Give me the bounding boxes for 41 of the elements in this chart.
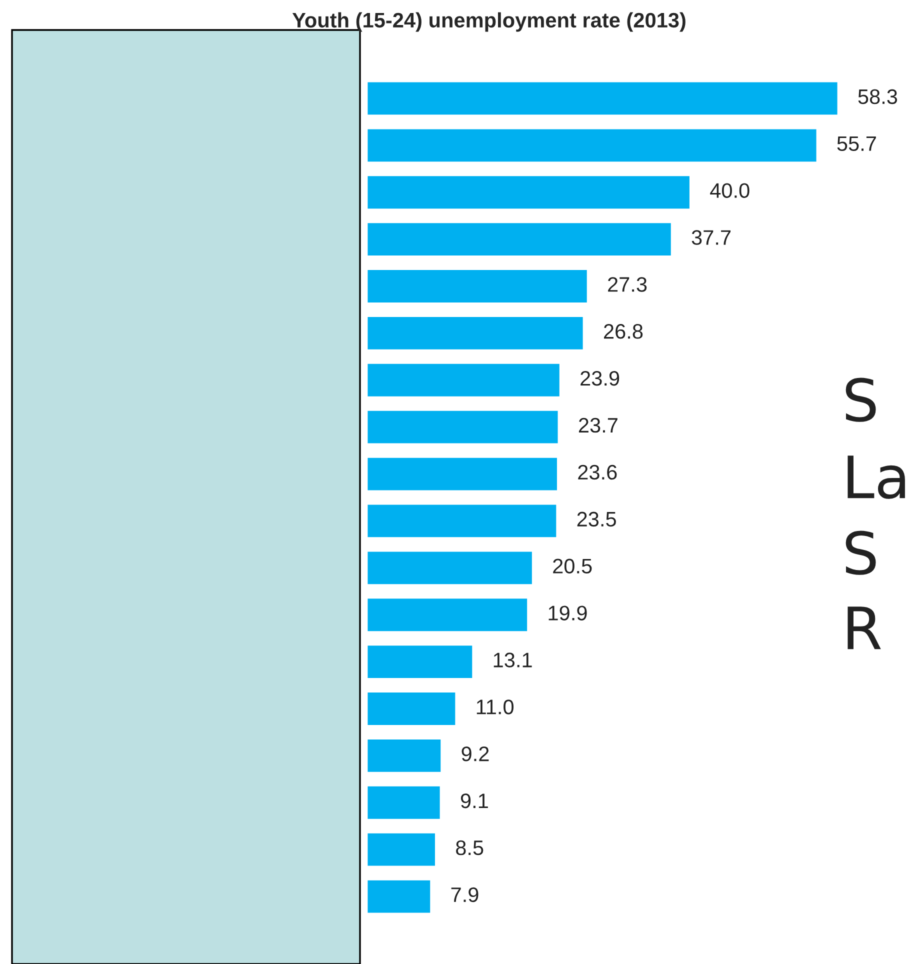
data-label: 11.0 <box>476 700 514 714</box>
bar <box>367 691 457 726</box>
data-label: 23.6 <box>578 464 617 480</box>
data-label: 7.9 <box>451 887 478 902</box>
bar <box>367 409 560 445</box>
bar <box>367 785 442 820</box>
bar <box>367 362 561 398</box>
data-label: 9.1 <box>460 793 488 808</box>
text: R <box>848 606 881 650</box>
bar <box>367 174 691 210</box>
bar <box>367 597 528 632</box>
data-label: 37.7 <box>692 230 731 245</box>
bar <box>367 878 432 914</box>
data-label: 55.7 <box>837 136 876 152</box>
data-label: 27.3 <box>608 277 647 292</box>
data-label: 9.2 <box>462 746 489 762</box>
data-label: 58.3 <box>858 89 898 104</box>
text: La <box>848 456 905 499</box>
bar <box>367 550 534 586</box>
bar <box>367 456 558 492</box>
data-label: 23.9 <box>580 370 620 386</box>
data-label: 19.9 <box>548 606 587 620</box>
data-label: 23.5 <box>577 512 616 527</box>
bar <box>367 316 584 351</box>
data-label: 8.5 <box>456 840 484 856</box>
bar <box>367 80 838 116</box>
text: S <box>846 530 876 575</box>
chart-title: Youth (15-24) unemployment rate (2013) <box>292 12 686 32</box>
data-label: 26.8 <box>604 324 643 339</box>
bar <box>367 222 672 257</box>
bar <box>367 503 558 539</box>
bar <box>367 738 442 774</box>
data-label: 13.1 <box>494 652 532 668</box>
data-label: 23.7 <box>578 418 618 433</box>
data-label: 20.5 <box>553 558 592 574</box>
text: S <box>846 378 876 422</box>
data-label: 40.0 <box>710 183 750 198</box>
bar <box>367 268 588 304</box>
bar <box>367 128 818 164</box>
bar <box>367 832 436 868</box>
bar <box>367 644 474 680</box>
